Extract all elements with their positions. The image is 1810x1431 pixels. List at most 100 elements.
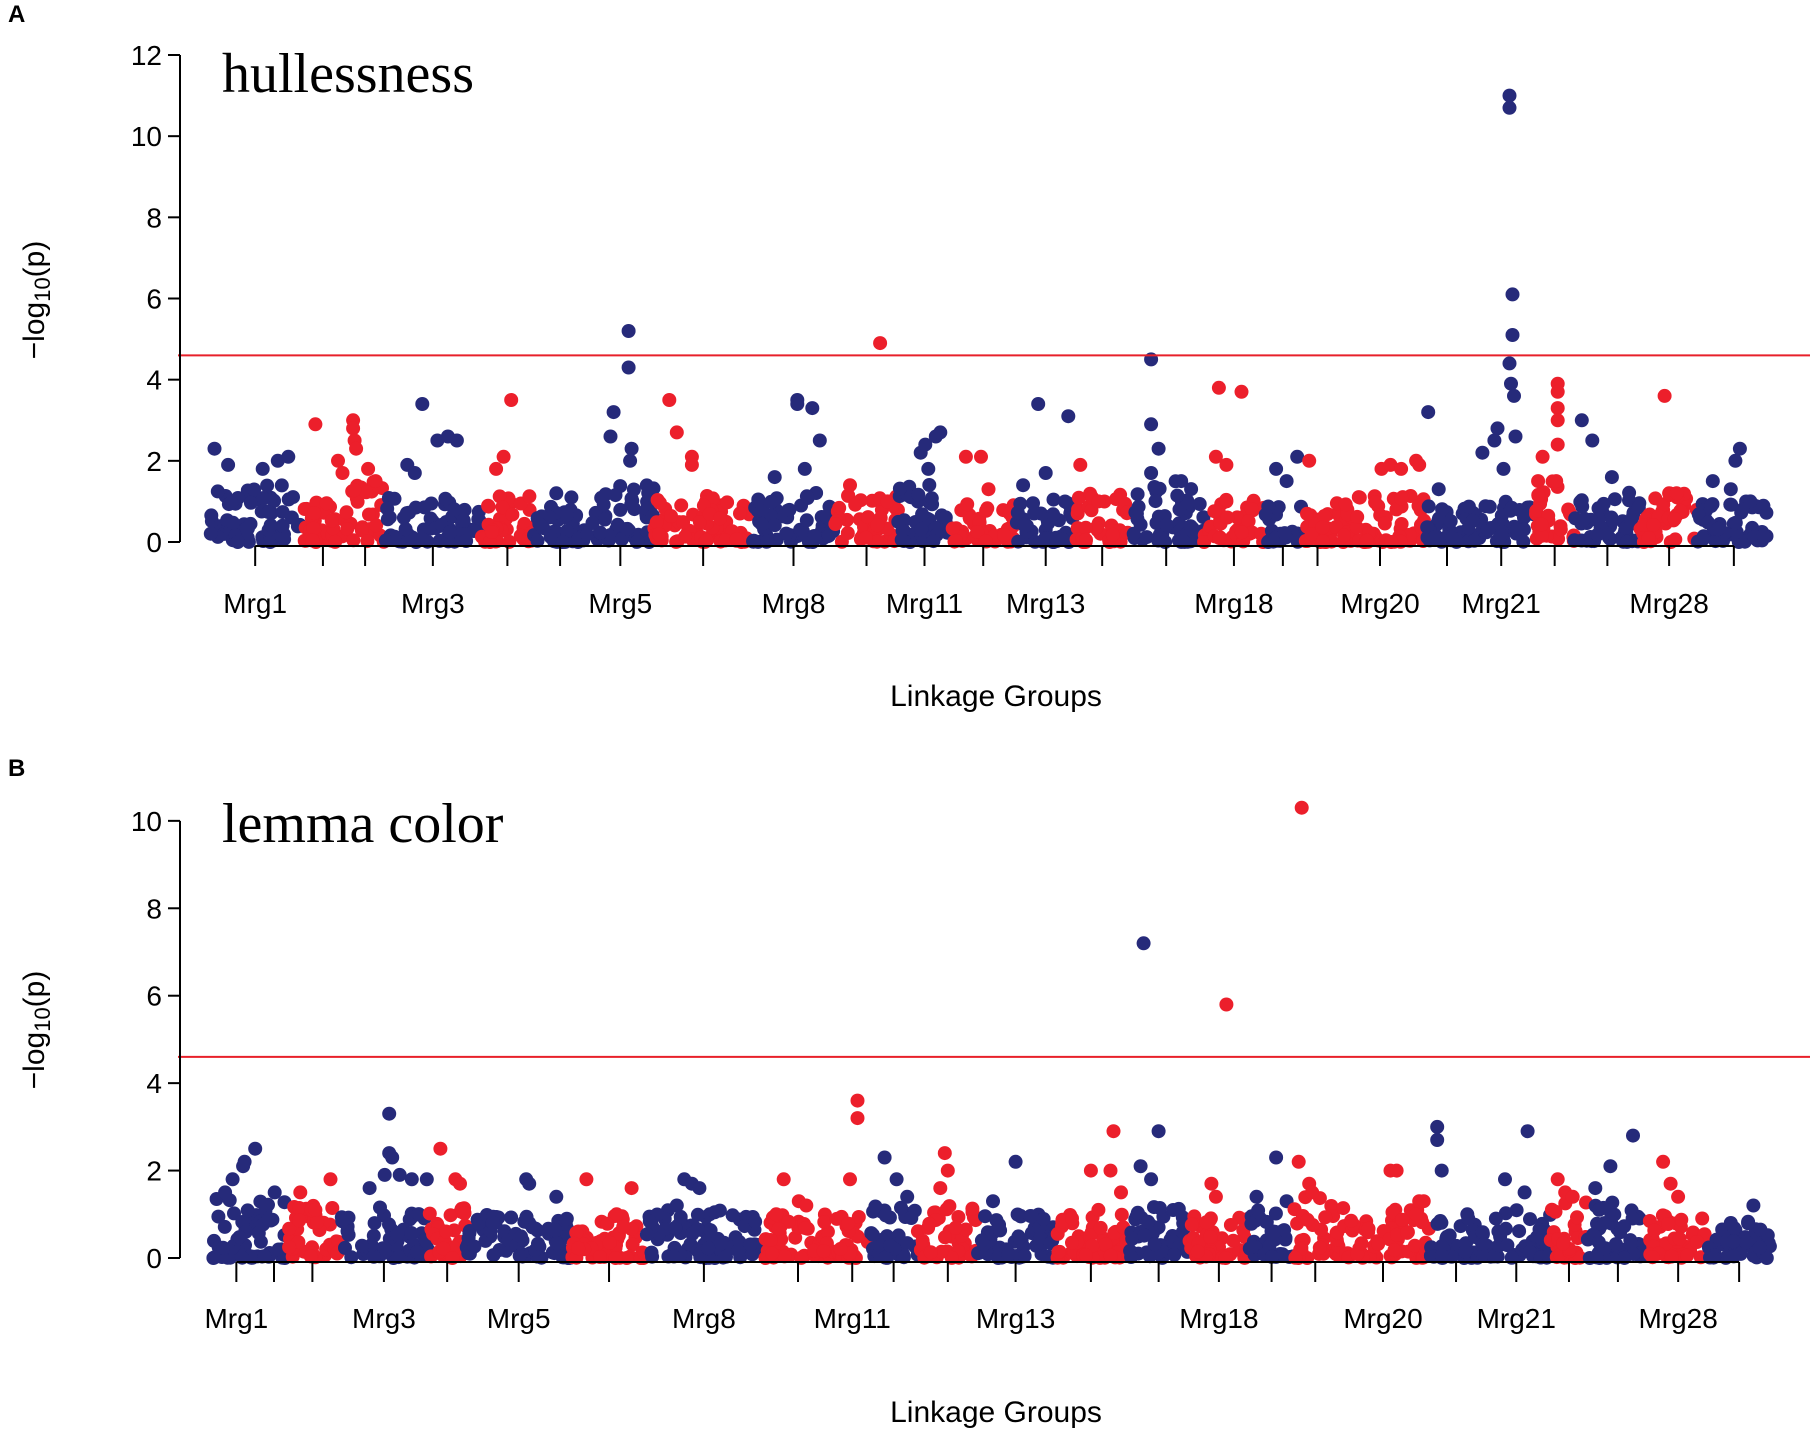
x-tick-label: Mrg13	[976, 1303, 1055, 1334]
data-point	[1661, 1217, 1676, 1231]
data-point	[1553, 522, 1568, 537]
data-point	[404, 1226, 419, 1240]
data-point	[596, 497, 611, 512]
data-point	[457, 1206, 472, 1221]
data-point	[339, 505, 354, 520]
data-point	[904, 1211, 919, 1225]
data-point	[307, 506, 322, 521]
y-tick-label: 6	[146, 284, 162, 315]
data-point	[1647, 1223, 1662, 1238]
data-point	[1183, 519, 1198, 534]
data-point	[243, 495, 258, 510]
data-point	[851, 1210, 866, 1224]
peak-point	[522, 1176, 537, 1191]
y-axis-title-prefix: −log	[18, 302, 51, 360]
data-point	[377, 1245, 392, 1260]
data-point	[203, 526, 218, 541]
peak-point	[1136, 936, 1151, 951]
data-point	[1223, 1218, 1238, 1232]
data-point	[1317, 509, 1332, 523]
data-point	[1517, 508, 1532, 523]
data-point	[492, 489, 507, 504]
data-point	[817, 1215, 832, 1229]
data-point	[865, 1227, 880, 1242]
peak-point	[308, 417, 323, 432]
data-point	[422, 1206, 437, 1221]
data-point	[1624, 513, 1639, 528]
data-point	[848, 497, 863, 512]
data-point	[1300, 1212, 1315, 1227]
data-points	[178, 800, 1810, 1265]
data-point	[1010, 505, 1025, 520]
data-point	[398, 522, 413, 537]
data-point	[922, 1216, 937, 1231]
data-point	[883, 1238, 898, 1253]
data-point	[1385, 1205, 1400, 1220]
data-point	[274, 478, 289, 493]
data-point	[1159, 517, 1174, 532]
data-point	[1752, 1240, 1767, 1255]
peak-point	[293, 1185, 308, 1200]
data-point	[1312, 1240, 1327, 1255]
data-point	[1577, 511, 1592, 526]
peak-point	[385, 1150, 400, 1165]
peak-point	[449, 433, 464, 448]
data-point	[1667, 512, 1682, 526]
peak-point	[1671, 1189, 1686, 1204]
peak-point	[225, 1172, 240, 1187]
data-point	[399, 506, 414, 521]
data-point	[1046, 507, 1061, 522]
data-point	[216, 1240, 230, 1255]
data-point	[1078, 520, 1093, 535]
data-point	[980, 501, 995, 516]
peak-point	[1496, 461, 1511, 476]
data-point	[900, 1236, 915, 1251]
peak-point	[1430, 1133, 1445, 1147]
peak-point	[621, 360, 636, 375]
data-point	[1234, 525, 1249, 540]
peak-point	[1133, 1159, 1148, 1174]
data-point	[217, 1219, 232, 1234]
data-point	[1728, 515, 1743, 530]
data-point	[1759, 505, 1774, 520]
data-point	[282, 1221, 297, 1236]
data-point	[471, 1216, 486, 1231]
peak-point	[1565, 1189, 1580, 1204]
data-point	[1137, 1228, 1152, 1243]
data-point	[1487, 1249, 1502, 1264]
data-point	[614, 532, 629, 547]
data-point	[1668, 532, 1683, 547]
data-point	[261, 1212, 276, 1227]
data-point	[713, 511, 727, 526]
data-point	[1152, 1201, 1167, 1215]
data-point	[1131, 499, 1146, 514]
data-point	[894, 1200, 908, 1215]
data-point	[410, 1245, 425, 1260]
x-tick-label: Mrg11	[814, 1303, 891, 1334]
peak-point	[362, 1181, 377, 1196]
data-point	[1203, 1230, 1218, 1244]
peak-point	[237, 1154, 252, 1169]
data-point	[1389, 502, 1404, 517]
data-point	[1318, 1210, 1333, 1225]
data-point	[1512, 1224, 1527, 1239]
x-tick-label: Mrg1	[223, 588, 287, 619]
peak-point	[805, 401, 820, 416]
peak-point	[579, 1172, 594, 1187]
peak-point	[1383, 457, 1398, 472]
peak-point	[1249, 1189, 1264, 1204]
y-tick-label: 2	[146, 446, 162, 477]
peak-point	[1535, 449, 1550, 464]
data-point	[923, 1245, 938, 1260]
peak-point	[382, 1106, 397, 1121]
y-tick-label: 12	[131, 40, 162, 71]
peak-point	[377, 1167, 392, 1182]
peak-point	[331, 453, 345, 468]
peak-point	[1656, 1154, 1671, 1169]
data-point	[1420, 520, 1435, 535]
data-point	[261, 505, 276, 520]
data-point	[559, 1211, 574, 1226]
data-point	[798, 1221, 813, 1236]
data-point	[644, 1245, 659, 1260]
peak-point	[799, 1198, 814, 1213]
